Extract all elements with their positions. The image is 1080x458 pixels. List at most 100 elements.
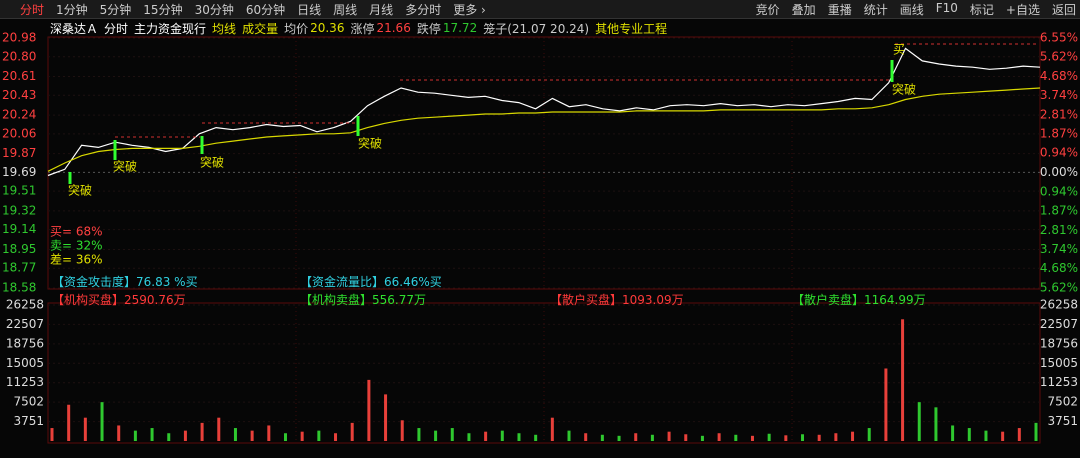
header: 深桑达Ａ 分时 主力资金现行 均线 成交量 均价 20.36 涨停 21.66 跌停… [50,19,667,37]
period-tab[interactable]: 分时 [20,2,45,17]
volume-bar [50,428,54,441]
volume-bar [133,430,137,441]
volume-bar [350,422,354,441]
y2-tick-label: 4.68% [1040,69,1078,83]
y-tick-label: 15005 [6,356,44,370]
period-tab[interactable]: 1分钟 [56,2,88,17]
tool-button[interactable]: 统计 [863,2,888,17]
up-label: 涨停 [350,21,375,36]
volume-bar [150,428,154,441]
ratio-label: 差= 36% [50,253,103,267]
y-tick-label: 20.06 [2,126,36,140]
y-tick-label: 26258 [6,298,44,312]
volume-bar [700,435,704,441]
y-tick-label: 18756 [6,336,44,350]
y-tick-label: 20.80 [2,49,36,63]
volume-bar [367,379,371,441]
volume-bar [317,430,321,441]
price-line [47,47,1041,177]
y-tick-label: 20.24 [2,108,36,122]
y-tick-label: 20.61 [2,69,36,83]
volume-bar [984,430,988,441]
volume-bar [183,430,187,441]
period-tab[interactable]: 5分钟 [99,2,132,17]
y-tick-label: 22507 [1040,317,1078,331]
volume-bar [734,434,738,441]
sector: 其他专业工程 [595,21,668,36]
tool-button[interactable]: +自选 [1005,2,1040,17]
y2-tick-label: 2.81% [1040,223,1078,237]
y2-tick-label: 3.74% [1040,242,1078,256]
volume-bar [1001,431,1005,441]
y2-tick-label: 3.74% [1040,88,1078,102]
period-tabs: 分时 1分钟 5分钟 15分钟 30分钟 60分钟 日线 周线 月线 多分时 更多 › [0,1,490,18]
y2-tick-label: 5.62% [1040,50,1078,64]
volume-bar [417,428,421,441]
tool-button[interactable]: 画线 [899,2,924,17]
period-tab[interactable]: 多分时 [405,2,442,17]
y-tick-label: 11253 [6,375,44,389]
y-tick-label: 22507 [6,317,44,331]
volume-bar [233,428,237,441]
volume-bar [650,434,654,441]
tool-button[interactable]: 返回 [1051,2,1076,17]
volume-bar [934,407,938,441]
y2-tick-label: 1.87% [1040,127,1078,141]
y-tick-label: 19.87 [2,146,36,160]
period-tab[interactable]: 月线 [369,2,394,17]
volume-bar [817,434,821,441]
volume-bar [250,430,254,441]
info-item: 【机构买盘】2590.76万 [52,293,186,307]
header-line[interactable]: 均线 [212,21,237,36]
volume-bar [384,394,388,441]
volume-bar [167,433,171,441]
volume-bar [767,433,771,441]
y-tick-label: 19.69 [2,165,36,179]
volume-bar [901,319,905,441]
annotation: 突破 [113,159,137,174]
volume-bar [717,433,721,441]
volume-bar [1034,422,1038,441]
tool-button[interactable]: 标记 [969,2,994,17]
y-tick-label: 19.51 [2,184,36,198]
volume-bar [851,431,855,441]
volume-bar [200,422,204,441]
volume-bar [550,417,554,441]
tool-button[interactable]: F10 [935,0,958,15]
period-tab[interactable]: 30分钟 [194,2,234,17]
period-tab[interactable]: 周线 [333,2,358,17]
tool-button[interactable]: 竞价 [755,2,780,17]
volume-bar [450,428,454,441]
period-tab[interactable]: 日线 [297,2,322,17]
volume-bar [100,402,104,441]
period-tab[interactable]: 15分钟 [143,2,183,17]
y-tick-label: 26258 [1040,298,1078,312]
stock-name: 深桑达Ａ [50,21,99,36]
volume-bar [617,435,621,441]
y-tick-label: 18756 [1040,336,1078,350]
volume-bar [567,430,571,441]
period-tab[interactable]: 更多 › [453,2,486,17]
y-tick-label: 18.95 [2,242,36,256]
y-tick-label: 20.98 [2,31,36,45]
volume-bar [801,434,805,441]
price-line [47,87,1041,172]
y-tick-label: 20.43 [2,88,36,102]
tool-buttons: 竞价 叠加 重播 统计 画线 F10 标记 +自选 返回 [736,1,1080,18]
annotation: 买 [893,43,905,57]
header-line[interactable]: 成交量 [242,21,279,36]
y2-tick-label: 0.94% [1040,146,1078,160]
annotation: 突破 [200,155,224,170]
cage: 笼子(21.07 20.24) [483,21,590,36]
y2-tick-label: 0.94% [1040,184,1078,198]
tool-button[interactable]: 重播 [827,2,852,17]
info-item: 【资金攻击度】76.83 %买 [52,275,198,289]
volume-bar [83,417,87,441]
annotation: 突破 [68,183,92,198]
annotation: 突破 [892,82,916,97]
tool-button[interactable]: 叠加 [791,2,816,17]
header-item: 主力资金现行 [134,21,207,36]
period-tab[interactable]: 60分钟 [245,2,286,17]
volume-bar [217,417,221,441]
